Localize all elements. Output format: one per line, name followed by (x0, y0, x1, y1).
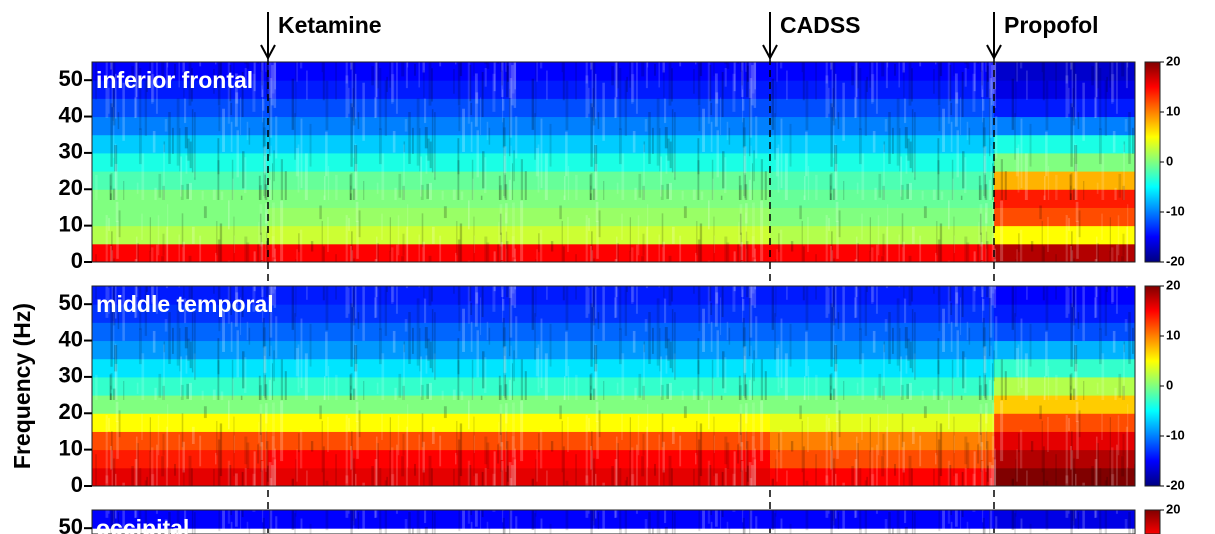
y-tick-label: 30 (59, 139, 83, 164)
colorbar-tick-label: 20 (1166, 277, 1180, 292)
y-tick-label: 0 (71, 248, 83, 273)
y-tick-label: 50 (59, 514, 83, 534)
y-tick-label: 50 (59, 66, 83, 91)
y-tick-label: 10 (59, 435, 83, 460)
y-tick-label: 40 (59, 102, 83, 127)
y-tick-label: 50 (59, 290, 83, 315)
texture (92, 510, 1135, 534)
y-tick-label: 30 (59, 363, 83, 388)
figure: 0 10 20 30 40 50 inferior frontal 20 10 0 -10 -20 Ke… (0, 0, 1215, 534)
colorbar (1145, 62, 1160, 262)
event-label: Ketamine (278, 12, 382, 38)
y-tick-label: 0 (71, 472, 83, 497)
colorbar-tick-label: 0 (1166, 153, 1173, 168)
panel-label: middle temporal (96, 291, 274, 317)
colorbar-tick-label: -10 (1166, 427, 1185, 442)
panel-label: occipital (96, 515, 189, 534)
y-tick-label: 40 (59, 326, 83, 351)
colorbar-tick-label: 0 (1166, 377, 1173, 392)
panel-label: inferior frontal (96, 67, 253, 93)
y-axis-label: Frequency (Hz) (9, 303, 35, 469)
colorbar-tick-label: 10 (1166, 103, 1180, 118)
colorbar-tick-label: -10 (1166, 203, 1185, 218)
colorbar-tick-label: 10 (1166, 327, 1180, 342)
colorbar-tick-label: 20 (1166, 501, 1180, 516)
y-tick-label: 10 (59, 211, 83, 236)
colorbar-tick-label: -20 (1166, 477, 1185, 492)
colorbar (1145, 286, 1160, 486)
event-label: Propofol (1004, 12, 1099, 38)
y-tick-label: 20 (59, 399, 83, 424)
panel (92, 510, 1136, 534)
colorbar-tick-label: -20 (1166, 253, 1185, 268)
y-tick-label: 20 (59, 175, 83, 200)
event-label: CADSS (780, 12, 861, 38)
colorbar (1145, 510, 1160, 534)
colorbar-tick-label: 20 (1166, 53, 1180, 68)
